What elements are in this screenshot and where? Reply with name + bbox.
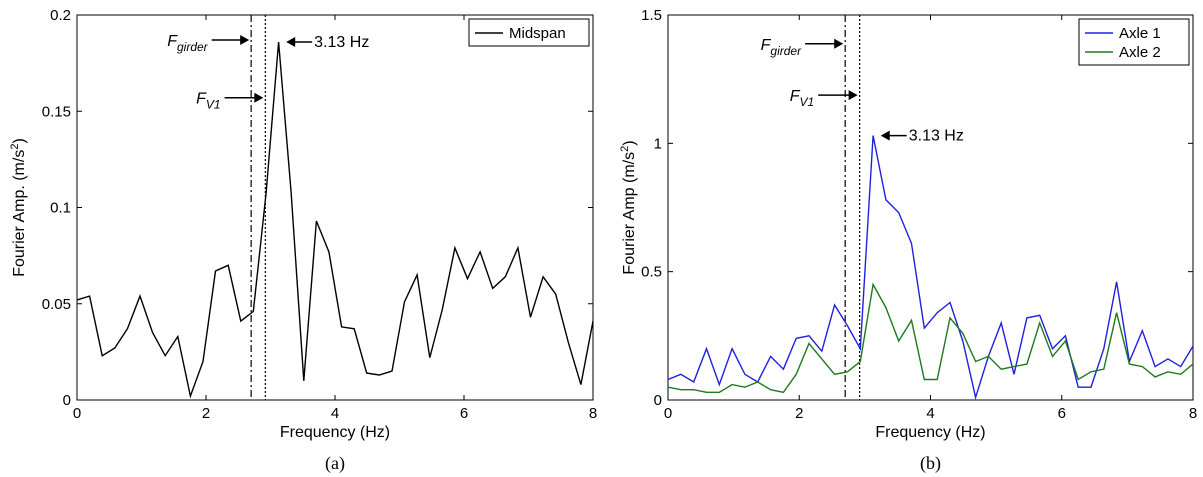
y-tick-label: 0: [63, 392, 71, 409]
x-tick-label: 4: [331, 405, 339, 422]
annotation-label: 3.13 Hz: [314, 34, 369, 51]
y-tick-label: 0.2: [50, 7, 71, 24]
x-tick-label: 8: [589, 405, 597, 422]
y-tick-label: 0.1: [50, 200, 71, 217]
x-tick-label: 6: [1058, 405, 1066, 422]
annotation-sub: V1: [206, 98, 221, 112]
panel-caption: (b): [920, 453, 941, 474]
annotation-arrow-head: [880, 130, 890, 141]
annotation-label: 3.13 Hz: [909, 128, 964, 145]
annotation-main: F: [761, 37, 772, 54]
chart-a: 0 2 4 6 8 0 0.05 0.1 0.15 0.2 Frequency (Hz) Fourie…: [9, 7, 597, 474]
annotation-arrow-head: [254, 92, 264, 103]
y-tick-label: 0: [654, 392, 662, 409]
x-tick-label: 4: [926, 405, 934, 422]
annotation-label: Fgirder: [761, 37, 802, 58]
legend-label: Midspan: [509, 25, 566, 42]
y-axis-label-end: ): [11, 138, 28, 143]
x-axis-label: Frequency (Hz): [280, 424, 390, 441]
y-axis-label-main: Fourier Amp. (m/s: [11, 150, 28, 277]
x-tick-label: 2: [202, 405, 210, 422]
annotation-sub: girder: [770, 44, 802, 58]
y-axis-label-end: ): [621, 140, 638, 145]
annotation-label: Fgirder: [167, 33, 208, 54]
annotation-label: FV1: [790, 88, 814, 109]
x-tick-label: 0: [664, 405, 672, 422]
annotation-label: FV1: [196, 91, 220, 112]
y-axis-label-main: Fourier Amp (m/s: [621, 152, 638, 275]
annotation-arrow-head: [286, 36, 296, 47]
annotation-arrow-head: [834, 38, 844, 49]
y-tick-label: 1: [654, 135, 662, 152]
annotation-sub: V1: [800, 95, 815, 109]
y-tick-label: 0.15: [42, 103, 71, 120]
y-axis-label-sup: 2: [619, 146, 631, 152]
legend-box: [1078, 18, 1190, 66]
y-axis-label: Fourier Amp. (m/s2): [9, 138, 28, 277]
x-tick-label: 6: [460, 405, 468, 422]
annotation-main: F: [790, 88, 801, 105]
legend-label: Axle 2: [1119, 44, 1161, 61]
x-axis-label: Frequency (Hz): [875, 424, 985, 441]
annotation-arrow-head: [240, 34, 250, 45]
annotation-main: F: [167, 33, 178, 50]
y-tick-label: 0.05: [42, 296, 71, 313]
y-axis-label: Fourier Amp (m/s2): [619, 140, 638, 274]
annotation-main: F: [196, 91, 207, 108]
y-tick-label: 0.5: [641, 264, 662, 281]
y-axis-label-sup: 2: [9, 144, 21, 150]
annotation-arrow-head: [848, 90, 858, 101]
panel-caption: (a): [325, 453, 345, 474]
x-tick-label: 8: [1189, 405, 1197, 422]
series-line-1: [667, 282, 1194, 394]
x-tick-label: 0: [73, 405, 81, 422]
legend-label: Axle 1: [1119, 25, 1161, 42]
series-line-0: [76, 41, 594, 399]
annotation-sub: girder: [177, 40, 209, 54]
chart-b: 0 2 4 6 8 0 0.5 1 1.5 Frequency (Hz) Fourier Amp (…: [619, 7, 1197, 474]
x-tick-label: 2: [795, 405, 803, 422]
plot-area-frame: [76, 14, 594, 401]
y-tick-label: 1.5: [641, 7, 662, 24]
plot-area-frame: [667, 14, 1194, 401]
series-line-0: [667, 135, 1194, 401]
